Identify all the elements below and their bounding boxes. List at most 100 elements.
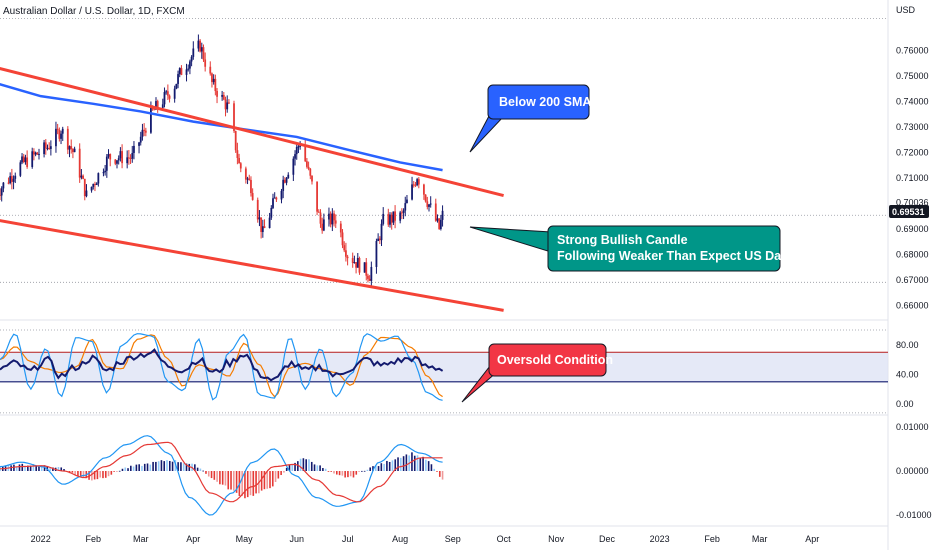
candle-body bbox=[7, 182, 10, 184]
macd-bar bbox=[104, 471, 107, 478]
macd-bar bbox=[335, 471, 338, 475]
candle-body bbox=[363, 262, 366, 273]
macd-bar bbox=[149, 464, 152, 471]
price-pane[interactable] bbox=[0, 17, 888, 312]
candle-body bbox=[127, 157, 130, 159]
candle-body bbox=[355, 262, 357, 268]
currency-label: USD bbox=[896, 5, 916, 15]
macd-bar bbox=[400, 457, 402, 471]
callout-oversold[interactable]: Oversold Condition bbox=[461, 343, 613, 403]
macd-bar bbox=[221, 471, 224, 485]
candle-body bbox=[58, 129, 61, 139]
macd-bar bbox=[35, 466, 37, 471]
macd-bar bbox=[383, 463, 385, 471]
macd-axis[interactable]: 0.01000 0.00000 -0.01000 bbox=[896, 422, 932, 520]
chart-background bbox=[0, 0, 888, 550]
candle-body bbox=[121, 151, 123, 164]
candle-body bbox=[21, 156, 23, 163]
macd-pane[interactable] bbox=[0, 435, 444, 516]
rsi-axis[interactable]: 80.00 40.00 0.00 bbox=[896, 340, 919, 409]
macd-bar bbox=[196, 467, 199, 471]
macd-bar bbox=[260, 471, 263, 491]
candle-body bbox=[351, 258, 354, 263]
macd-bar bbox=[155, 461, 157, 471]
candle-body bbox=[117, 158, 120, 161]
macd-bar bbox=[349, 471, 352, 477]
candle-body bbox=[212, 78, 215, 83]
macd-bar bbox=[358, 471, 360, 472]
time-axis[interactable]: 2022 Feb Mar Apr May Jun Jul Aug Sep Oct Nov Dec 202… bbox=[31, 534, 820, 544]
macd-bar bbox=[160, 460, 163, 471]
candle-body bbox=[228, 102, 230, 104]
current-price-label: 0.69531 bbox=[892, 207, 925, 217]
candle-body bbox=[211, 73, 213, 83]
candle-body bbox=[439, 219, 442, 230]
macd-bar bbox=[288, 465, 291, 471]
price-axis[interactable]: 0.76000 0.75000 0.74000 0.73000 0.72000 0.710… bbox=[896, 45, 929, 310]
macd-tick-label: 0.00000 bbox=[896, 466, 929, 476]
macd-bar bbox=[91, 471, 93, 481]
candle-body bbox=[275, 197, 278, 200]
callout-oversold-text: Oversold Condition bbox=[497, 353, 613, 367]
macd-bar bbox=[283, 471, 285, 473]
macd-bar bbox=[377, 466, 380, 471]
macd-bar bbox=[308, 459, 310, 471]
price-tick-label: 0.68000 bbox=[896, 249, 929, 259]
candle-body bbox=[287, 174, 290, 179]
macd-bar bbox=[255, 471, 257, 494]
candle-body bbox=[317, 211, 320, 213]
candle-body bbox=[197, 40, 200, 49]
macd-bar bbox=[280, 471, 282, 476]
macd-bar bbox=[38, 465, 40, 471]
candle-body bbox=[423, 184, 425, 195]
time-tick-label: Aug bbox=[392, 534, 408, 544]
rsi-pane[interactable] bbox=[0, 329, 888, 414]
candle-body bbox=[270, 207, 273, 218]
callout-candle[interactable]: Strong Bullish Candle Following Weaker T… bbox=[469, 225, 793, 272]
candle-body bbox=[82, 175, 84, 179]
candle-body bbox=[282, 179, 285, 191]
candle-body bbox=[80, 175, 83, 178]
channel-lower-line bbox=[0, 219, 504, 312]
candle-body bbox=[38, 154, 40, 156]
macd-bar bbox=[363, 470, 366, 472]
time-tick-label: Mar bbox=[752, 534, 768, 544]
candle-body bbox=[331, 213, 334, 225]
time-tick-label: Oct bbox=[497, 534, 512, 544]
candle-body bbox=[22, 156, 25, 163]
time-tick-label: Dec bbox=[599, 534, 616, 544]
rsi-tick-label: 80.00 bbox=[896, 340, 919, 350]
candle-body bbox=[368, 278, 371, 281]
candle-body bbox=[14, 175, 17, 179]
candle-body bbox=[238, 157, 240, 164]
callout-sma[interactable]: Below 200 SMA bbox=[469, 84, 591, 153]
macd-bar bbox=[402, 456, 405, 471]
macd-bar bbox=[422, 456, 424, 471]
candle-body bbox=[389, 214, 391, 225]
candle-body bbox=[441, 210, 444, 220]
macd-bar bbox=[166, 460, 168, 471]
macd-bar bbox=[235, 471, 238, 493]
candle-body bbox=[333, 213, 335, 221]
macd-bar bbox=[163, 461, 166, 471]
macd-bar bbox=[416, 455, 419, 471]
candle-body bbox=[168, 95, 171, 99]
candle-body bbox=[394, 211, 396, 221]
macd-bar bbox=[294, 462, 296, 471]
candle-body bbox=[0, 188, 3, 196]
callout-candle-line-2: Following Weaker Than Expect US Data bbox=[557, 249, 793, 263]
candle-body bbox=[109, 154, 112, 160]
macd-bar bbox=[244, 471, 246, 499]
candle-body bbox=[31, 151, 34, 167]
candle-body bbox=[85, 190, 88, 197]
macd-bar bbox=[52, 467, 54, 471]
candle-body bbox=[224, 99, 227, 110]
candle-body bbox=[292, 158, 295, 175]
macd-tick-label: -0.01000 bbox=[896, 510, 932, 520]
candle-body bbox=[329, 213, 332, 225]
macd-bar bbox=[113, 471, 115, 472]
time-tick-label: Apr bbox=[805, 534, 819, 544]
macd-bar bbox=[316, 465, 319, 471]
candle-body bbox=[161, 104, 164, 108]
